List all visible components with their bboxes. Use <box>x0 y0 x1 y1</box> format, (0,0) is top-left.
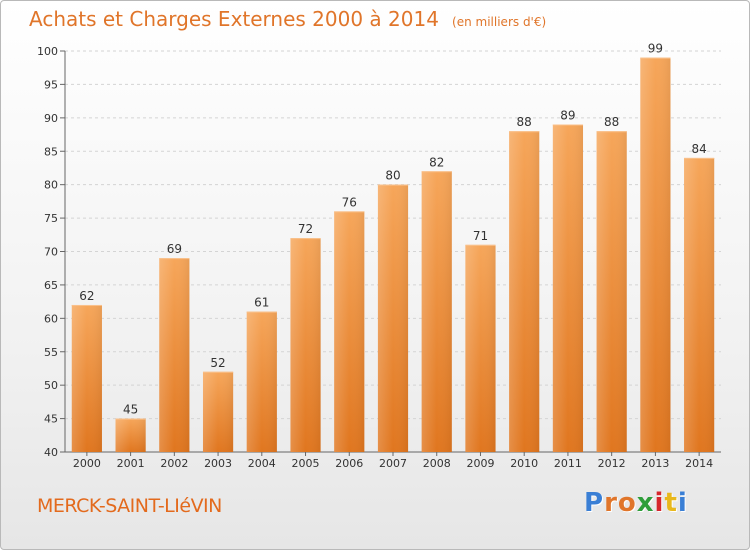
y-tick-label: 45 <box>44 413 58 426</box>
bar-shine <box>377 184 409 452</box>
x-tick-label: 2004 <box>248 457 276 470</box>
chart-title: Achats et Charges Externes 2000 à 2014 <box>29 7 439 31</box>
chart-subtitle: (en milliers d'€) <box>452 15 547 29</box>
data-label: 88 <box>517 115 532 129</box>
logo-letter: P <box>584 488 605 518</box>
bar-shine <box>290 238 321 452</box>
data-label: 76 <box>342 195 357 209</box>
proxiti-logo: Proxiti <box>584 488 688 518</box>
y-tick-label: 100 <box>37 45 58 58</box>
y-tick-label: 95 <box>44 78 58 91</box>
data-label: 62 <box>79 289 94 303</box>
x-tick-label: 2008 <box>423 457 451 470</box>
data-label: 69 <box>167 242 182 256</box>
x-tick-label: 2010 <box>510 457 538 470</box>
bar-shine <box>421 171 452 453</box>
data-label: 88 <box>604 115 619 129</box>
bars <box>71 57 715 453</box>
data-label: 72 <box>298 222 313 236</box>
logo-letter: x <box>636 488 655 518</box>
labels: 40 45 50 55 60 65 70 75 80 85 90 95 100 62 2000 45 2001 6… <box>37 42 713 470</box>
bar-shine <box>552 124 584 453</box>
x-tick-label: 2006 <box>335 457 363 470</box>
commune-name: MERCK-SAINT-LIéVIN <box>37 495 222 517</box>
y-tick-label: 80 <box>44 179 58 192</box>
y-tick-label: 55 <box>44 346 58 359</box>
x-tick-label: 2000 <box>73 457 101 470</box>
logo-letter: t <box>664 488 678 518</box>
data-label: 71 <box>473 229 488 243</box>
x-tick-label: 2001 <box>117 457 145 470</box>
x-tick-label: 2003 <box>204 457 232 470</box>
bar-shine <box>71 304 102 452</box>
logo-letter: o <box>617 488 637 518</box>
x-tick-label: 2013 <box>641 457 669 470</box>
data-label: 82 <box>429 155 444 169</box>
y-tick-label: 50 <box>44 379 58 392</box>
data-label: 61 <box>254 296 269 310</box>
logo-letter: i <box>677 488 688 518</box>
y-tick-label: 75 <box>44 212 58 225</box>
x-tick-label: 2005 <box>292 457 320 470</box>
y-tick-label: 60 <box>44 312 58 325</box>
y-tick-label: 65 <box>44 279 58 292</box>
x-tick-label: 2014 <box>685 457 713 470</box>
bar-shine <box>334 211 365 452</box>
chart-header: Achats et Charges Externes 2000 à 2014 (… <box>29 7 546 31</box>
data-label: 84 <box>691 142 706 156</box>
data-label: 89 <box>560 109 575 123</box>
y-tick-label: 85 <box>44 145 58 158</box>
x-tick-label: 2012 <box>598 457 626 470</box>
bar-shine <box>684 157 715 452</box>
x-tick-label: 2011 <box>554 457 582 470</box>
y-tick-label: 90 <box>44 112 58 125</box>
x-tick-label: 2007 <box>379 457 407 470</box>
bar-shine <box>115 418 146 452</box>
y-tick-label: 40 <box>44 446 58 459</box>
data-label: 45 <box>123 403 138 417</box>
logo-letter: r <box>604 488 618 518</box>
bar-shine <box>159 258 190 452</box>
x-tick-label: 2009 <box>466 457 494 470</box>
x-tick-label: 2002 <box>160 457 188 470</box>
bar-shine <box>596 131 627 452</box>
bar-shine <box>509 131 540 452</box>
logo-letter: i <box>654 488 665 518</box>
y-tick-label: 70 <box>44 246 58 259</box>
bar-shine <box>202 371 234 452</box>
data-label: 80 <box>385 169 400 183</box>
bar-shine <box>465 244 496 452</box>
data-label: 52 <box>210 356 225 370</box>
bar-shine <box>640 57 671 452</box>
bar-shine <box>246 311 277 452</box>
data-label: 99 <box>648 42 663 56</box>
